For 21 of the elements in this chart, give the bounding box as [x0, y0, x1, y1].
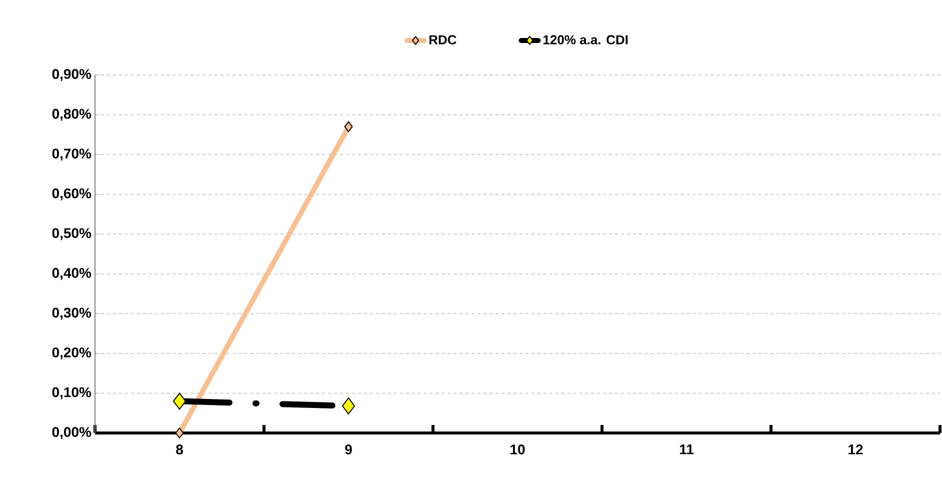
legend-label: RDC — [429, 35, 456, 44]
x-tick-label: 11 — [680, 444, 694, 454]
y-tick-label: 0,10% — [52, 387, 92, 400]
y-tick-label: 0,70% — [52, 148, 92, 161]
y-tick-label: 0,90% — [52, 69, 92, 81]
y-tick-label: 0,00% — [52, 427, 92, 439]
x-tick-label: 8 — [176, 444, 183, 454]
point — [344, 121, 353, 132]
y-tick-label: 0,20% — [52, 347, 92, 360]
x-tick-label: 9 — [345, 444, 352, 454]
x-tick-label: 12 — [848, 444, 863, 454]
point — [175, 428, 184, 438]
x-tick-label: 10 — [510, 444, 525, 454]
y-tick-label: 0,30% — [52, 308, 92, 320]
legend-label: 120% a.a. CDI — [544, 35, 628, 44]
point — [342, 397, 356, 414]
y-tick-label: 0,80% — [52, 108, 92, 121]
point — [173, 392, 186, 410]
y-tick-label: 0,40% — [52, 268, 92, 280]
y-tick-label: 0,60% — [52, 188, 92, 200]
y-tick-label: 0,50% — [52, 228, 92, 240]
